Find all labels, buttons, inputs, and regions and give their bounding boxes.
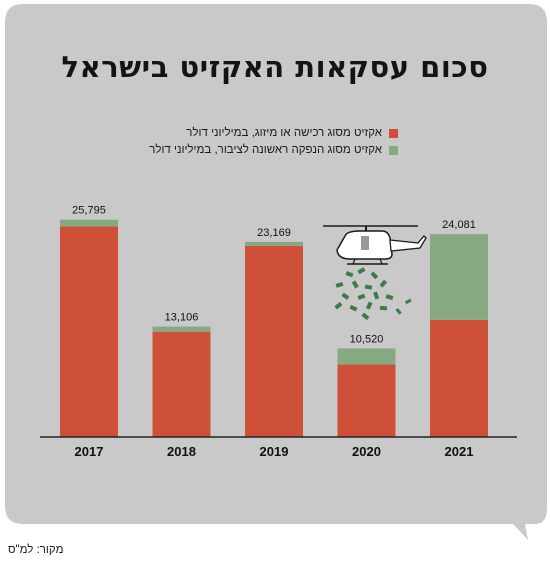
data-label-2019: 23,169 [257, 227, 291, 239]
bar-2019-ma [245, 245, 303, 437]
legend-item-ipo: אקזיט מסוג הנפקה ראשונה לציבור, במיליוני… [149, 144, 398, 156]
bar-2021-ma [430, 319, 488, 437]
data-label-2017: 25,795 [72, 205, 106, 217]
bar-2018-ipo [152, 326, 211, 332]
bar-2017-ipo [60, 219, 118, 227]
data-label-2020: 10,520 [350, 333, 384, 345]
x-tick-2020: 2020 [352, 444, 381, 459]
bars-group: 25,795 13,106 23,169 10,520 24,081 [60, 205, 488, 437]
helicopter-icon [323, 225, 427, 265]
bar-2020-ma [337, 364, 396, 437]
bar-2018-ma [152, 331, 211, 437]
x-tick-2019: 2019 [260, 444, 289, 459]
data-label-2021: 24,081 [442, 219, 476, 231]
x-tick-2018: 2018 [167, 444, 196, 459]
source-note: מקור: למ"ס [8, 544, 64, 556]
money-bills-icon [334, 267, 412, 321]
bar-2021-ipo [430, 234, 488, 320]
helicopter-dropping-money-icon [323, 225, 427, 321]
legend-item-ma: אקזיט מסוג רכישה או מיזוג, במיליוני דולר [186, 127, 398, 139]
x-tick-2017: 2017 [75, 444, 104, 459]
chart-title: סכום עסקאות האקזיט בישראל [61, 50, 489, 84]
bar-2020-ipo [337, 348, 396, 365]
data-label-2018: 13,106 [165, 312, 199, 324]
bar-2019-ipo [245, 241, 303, 246]
legend-label-ma: אקזיט מסוג רכישה או מיזוג, במיליוני דולר [186, 127, 382, 139]
x-tick-2021: 2021 [445, 444, 474, 459]
legend-label-ipo: אקזיט מסוג הנפקה ראשונה לציבור, במיליוני… [149, 144, 382, 156]
bar-2017-ma [60, 226, 118, 437]
x-tick-labels: 2017 2018 2019 2020 2021 [75, 444, 474, 459]
legend-swatch-ma [389, 128, 398, 138]
legend-swatch-ipo [389, 145, 398, 155]
